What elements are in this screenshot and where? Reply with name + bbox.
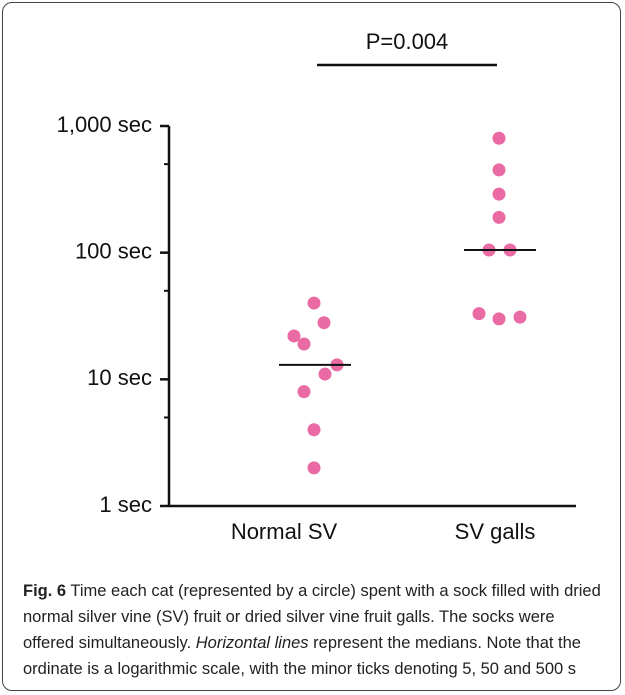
caption: Fig. 6 Time each cat (represented by a c… (23, 578, 608, 682)
data-point (297, 337, 311, 351)
y-tick-label: 10 sec (87, 365, 152, 390)
p-value: P=0.004 (366, 29, 449, 54)
data-point (307, 423, 321, 437)
x-tick-label: Normal SV (231, 519, 338, 544)
y-tick-label: 100 sec (75, 238, 152, 263)
data-point (513, 310, 527, 324)
data-point (297, 385, 311, 399)
data-point (492, 210, 506, 224)
chart: P=0.004 1 sec 10 sec 100 sec 1,000 sec Norma… (57, 29, 576, 544)
data-point (492, 163, 506, 177)
x-tick-label: SV galls (455, 519, 536, 544)
data-point (318, 367, 332, 381)
data-point (287, 329, 301, 343)
caption-text: Time each cat (represented by a circle) … (23, 582, 601, 652)
data-point (492, 312, 506, 326)
data-point (307, 461, 321, 475)
data-point (492, 131, 506, 145)
caption-text: represent the medians. Note that the ord… (23, 634, 581, 678)
data-point (472, 307, 486, 321)
y-tick-label: 1 sec (99, 492, 152, 517)
data-point (307, 296, 321, 310)
data-point (317, 316, 331, 330)
caption-italic: Horizontal lines (195, 634, 309, 652)
data-point (492, 187, 506, 201)
caption-label: Fig. 6 (23, 582, 67, 600)
y-tick-label: 1,000 sec (57, 112, 152, 137)
